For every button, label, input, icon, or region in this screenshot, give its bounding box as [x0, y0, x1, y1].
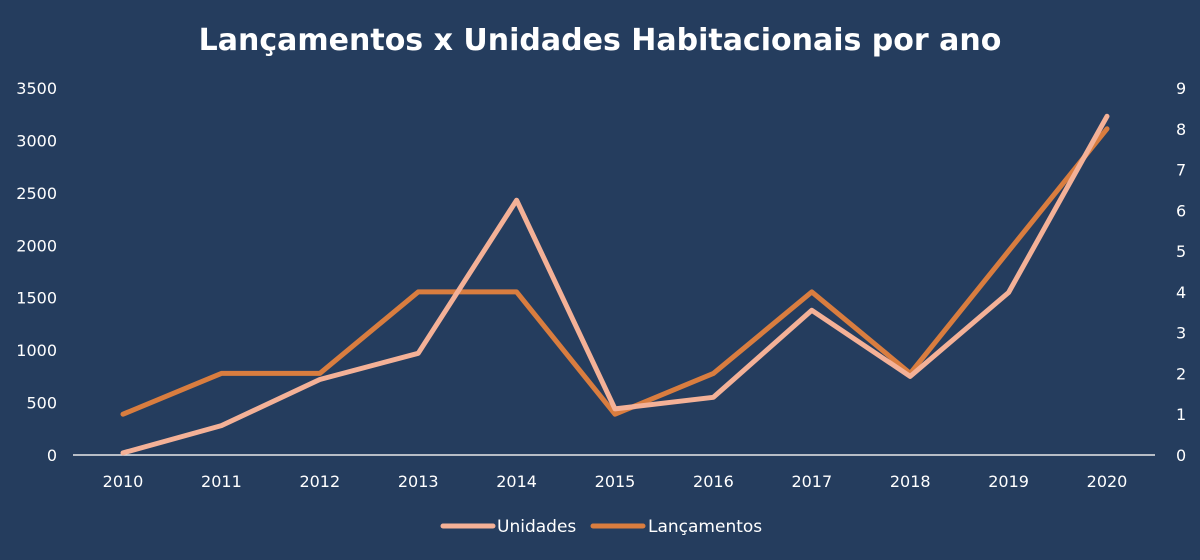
left-tick-label: 1000 [16, 341, 57, 360]
right-tick-label: 4 [1176, 283, 1186, 302]
left-axis-ticks: 0 500 1000 1500 2000 2500 3000 3500 [16, 79, 57, 465]
left-tick-label: 3500 [16, 79, 57, 98]
legend-label: Lançamentos [648, 517, 762, 537]
x-tick-label: 2010 [103, 472, 144, 491]
right-tick-label: 5 [1176, 242, 1186, 261]
left-tick-label: 0 [47, 446, 57, 465]
x-tick-label: 2014 [496, 472, 537, 491]
legend-label: Unidades [497, 517, 576, 537]
x-tick-label: 2020 [1087, 472, 1128, 491]
right-tick-label: 0 [1176, 446, 1186, 465]
series-line-lancamentos [120, 126, 1110, 417]
x-tick-label: 2019 [988, 472, 1029, 491]
right-tick-label: 2 [1176, 364, 1186, 383]
legend: Unidades Lançamentos [440, 517, 762, 537]
right-axis-ticks: 0 1 2 3 4 5 6 7 8 9 [1176, 79, 1186, 465]
right-tick-label: 8 [1176, 120, 1186, 139]
x-tick-label: 2013 [398, 472, 439, 491]
left-tick-label: 500 [26, 394, 57, 413]
x-tick-label: 2012 [299, 472, 340, 491]
x-tick-label: 2018 [890, 472, 931, 491]
x-tick-label: 2017 [791, 472, 832, 491]
left-tick-label: 2500 [16, 184, 57, 203]
chart-title: Lançamentos x Unidades Habitacionais por… [199, 23, 1002, 58]
series-lines [120, 113, 1110, 456]
x-tick-label: 2011 [201, 472, 242, 491]
right-tick-label: 3 [1176, 324, 1186, 343]
left-tick-label: 1500 [16, 289, 57, 308]
right-tick-label: 9 [1176, 79, 1186, 98]
left-tick-label: 3000 [16, 131, 57, 150]
series-line-unidades [120, 113, 1110, 456]
right-tick-label: 6 [1176, 201, 1186, 220]
x-tick-label: 2015 [595, 472, 636, 491]
left-tick-label: 2000 [16, 236, 57, 255]
x-tick-label: 2016 [693, 472, 734, 491]
right-tick-label: 1 [1176, 405, 1186, 424]
right-tick-label: 7 [1176, 161, 1186, 180]
x-axis-ticks: 2010 2011 2012 2013 2014 2015 2016 2017 2018 2019… [103, 472, 1128, 491]
